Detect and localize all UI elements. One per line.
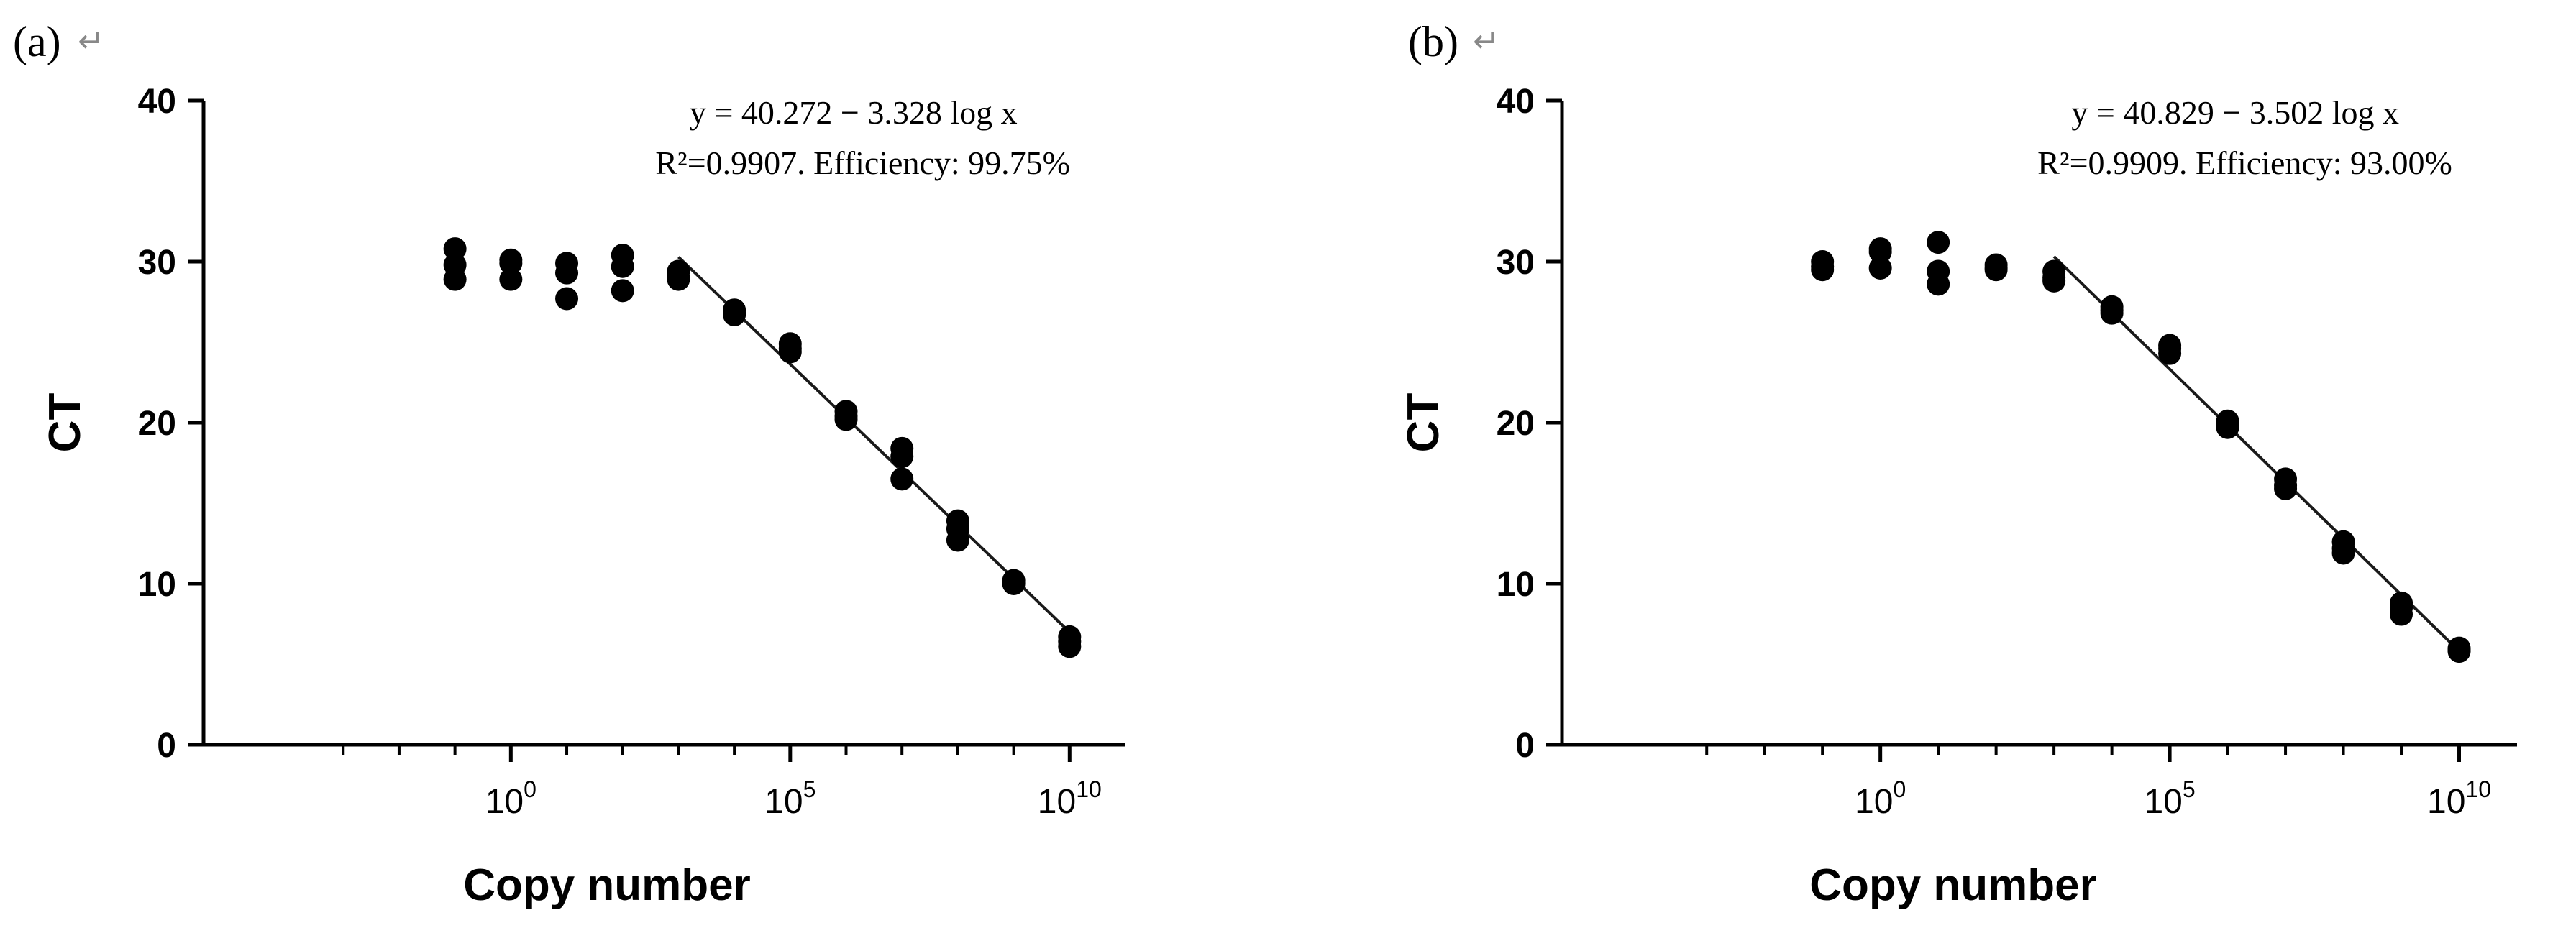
y-axis-label: CT bbox=[1399, 393, 1448, 453]
data-point bbox=[2331, 541, 2355, 565]
data-point bbox=[2216, 415, 2239, 439]
data-point bbox=[611, 279, 634, 303]
x-tick-base: 10 bbox=[2427, 783, 2465, 821]
chart-panel-a: (a) ↵ y = 40.272 − 3.328 log x R²=0.9907. E… bbox=[13, 18, 1125, 910]
data-point bbox=[834, 408, 858, 431]
y-tick-label: 40 bbox=[1497, 83, 1535, 121]
x-tick-base: 10 bbox=[764, 783, 803, 821]
data-point bbox=[443, 237, 467, 261]
y-tick-label: 10 bbox=[138, 566, 176, 604]
x-tick-base: 10 bbox=[2144, 783, 2182, 821]
x-axis-label: Copy number bbox=[463, 860, 751, 910]
panel-label: (a) bbox=[13, 18, 61, 65]
fit-equation: y = 40.829 − 3.502 log x bbox=[2071, 94, 2399, 131]
x-tick-base: 10 bbox=[1855, 783, 1893, 821]
data-point bbox=[890, 467, 914, 491]
data-point bbox=[1058, 635, 1082, 658]
data-point bbox=[1984, 258, 2008, 282]
y-tick-label: 10 bbox=[1497, 566, 1535, 604]
panel-label: (b) bbox=[1408, 18, 1458, 65]
y-tick-label: 20 bbox=[1497, 405, 1535, 443]
x-tick-base: 10 bbox=[1038, 783, 1076, 821]
data-point bbox=[778, 340, 802, 364]
data-point bbox=[2100, 301, 2124, 325]
data-point bbox=[1927, 272, 1950, 296]
data-point bbox=[555, 287, 579, 311]
data-point bbox=[2158, 341, 2182, 365]
data-point bbox=[2447, 640, 2471, 663]
y-tick-label: 30 bbox=[138, 244, 176, 282]
data-point bbox=[890, 445, 914, 469]
fit-statistics: R²=0.9909. Efficiency: 93.00% bbox=[2037, 144, 2452, 181]
data-point bbox=[555, 261, 579, 285]
x-tick-label: 100 bbox=[485, 776, 536, 821]
x-tick-exponent: 10 bbox=[2465, 776, 2491, 802]
data-point bbox=[2274, 477, 2298, 500]
data-point bbox=[667, 267, 690, 291]
data-point bbox=[611, 254, 634, 278]
data-point bbox=[946, 528, 969, 552]
x-tick-exponent: 5 bbox=[2183, 776, 2196, 802]
y-axis-label: CT bbox=[40, 393, 90, 453]
x-tick-label: 100 bbox=[1855, 776, 1906, 821]
fit-line bbox=[2052, 255, 2460, 653]
x-tick-label: 105 bbox=[764, 776, 816, 821]
x-axis-label: Copy number bbox=[1809, 860, 2097, 910]
return-mark: ↵ bbox=[78, 23, 104, 60]
y-tick-label: 40 bbox=[138, 83, 176, 121]
x-tick-exponent: 0 bbox=[524, 776, 536, 802]
x-tick-label: 105 bbox=[2144, 776, 2195, 821]
y-tick-label: 30 bbox=[1497, 244, 1535, 282]
x-tick-exponent: 5 bbox=[803, 776, 816, 802]
fit-statistics: R²=0.9907. Efficiency: 99.75% bbox=[655, 144, 1070, 181]
data-point bbox=[1868, 256, 1892, 280]
data-point bbox=[1811, 258, 1835, 282]
return-mark: ↵ bbox=[1473, 23, 1499, 60]
x-tick-exponent: 10 bbox=[1076, 776, 1102, 802]
data-point bbox=[723, 303, 746, 326]
data-point bbox=[499, 252, 523, 275]
fit-equation: y = 40.272 − 3.328 log x bbox=[690, 94, 1018, 131]
x-tick-label: 1010 bbox=[1038, 776, 1102, 821]
data-point bbox=[1868, 240, 1892, 264]
data-point bbox=[2042, 269, 2066, 293]
y-tick-label: 0 bbox=[1515, 727, 1535, 765]
x-tick-exponent: 0 bbox=[1893, 776, 1906, 802]
data-point bbox=[1002, 572, 1026, 595]
data-point bbox=[2390, 602, 2413, 626]
data-point bbox=[1927, 231, 1950, 254]
chart-panel-b: (b) ↵ y = 40.829 − 3.502 log x R²=0.9909. E… bbox=[1399, 18, 2517, 910]
x-tick-base: 10 bbox=[485, 783, 524, 821]
y-tick-label: 20 bbox=[138, 405, 176, 443]
x-tick-label: 1010 bbox=[2427, 776, 2491, 821]
y-tick-label: 0 bbox=[157, 727, 176, 765]
data-point bbox=[499, 267, 523, 291]
data-point bbox=[443, 267, 467, 291]
